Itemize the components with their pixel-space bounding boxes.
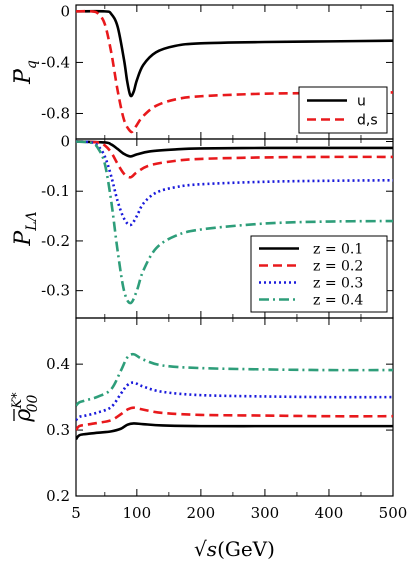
- legend-label: z = 0.1: [313, 242, 363, 258]
- y-tick-label: 0.2: [46, 487, 70, 505]
- x-tick-label: 100: [123, 504, 152, 522]
- series-group: [76, 352, 393, 441]
- y-tick-label: -0.4: [41, 53, 70, 71]
- series-line-z-0-2: [76, 140, 393, 179]
- y-axis-label: PLΛ: [11, 211, 40, 246]
- legend-label: u: [357, 94, 366, 110]
- x-tick-label: 400: [315, 504, 344, 522]
- x-tick-label: 200: [187, 504, 216, 522]
- y-tick-label: -0.2: [41, 232, 70, 250]
- x-tick-label: 5: [71, 504, 81, 522]
- series-line-z-0-1: [76, 140, 393, 158]
- y-axis-label: ρK*00: [10, 392, 41, 423]
- y-tick-label: 0: [60, 132, 70, 150]
- x-tick-label: 300: [251, 504, 280, 522]
- plot-frame: [75, 317, 394, 497]
- y-tick-label: -0.3: [41, 282, 70, 300]
- series-line-z-0-4: [76, 140, 393, 305]
- y-axis-label-text: Pq: [11, 60, 40, 85]
- y-axis-label: Pq: [11, 60, 40, 85]
- series-line-z-0-4: [76, 352, 393, 407]
- legend: z = 0.1z = 0.2z = 0.3z = 0.4: [250, 235, 388, 313]
- series-line-z-0-2: [76, 406, 393, 431]
- legend-label: z = 0.2: [313, 259, 363, 275]
- y-axis-label-text: ρK*00: [10, 392, 41, 423]
- y-tick-label: 0.3: [46, 421, 70, 439]
- panel-3: 0.2 0.3 0.4 ρK*00 5 100 200 300 400 500 √s(GeV): [10, 317, 408, 561]
- series-line-d-s: [76, 9, 393, 134]
- series-group: [76, 9, 393, 134]
- panel-2: 0 -0.1 -0.2 -0.3 PLΛ z = 0.1z = 0.2z = 0.3z =…: [11, 132, 394, 319]
- y-axis-label-text: PLΛ: [11, 211, 40, 246]
- legend-label: d,s: [357, 113, 378, 129]
- panel-1: 0 -0.4 -0.8 Pq u d,s: [11, 2, 394, 140]
- x-tick-label: 500: [379, 504, 408, 522]
- y-tick-label: -0.8: [41, 104, 70, 122]
- series-line-z-0-1: [76, 422, 393, 441]
- series-line-z-0-3: [76, 381, 393, 422]
- y-tick-label: 0: [60, 2, 70, 20]
- y-tick-label: -0.1: [41, 182, 70, 200]
- series-group: [76, 140, 393, 305]
- x-axis-label: √s(GeV): [194, 537, 275, 561]
- series-line-u: [76, 9, 393, 98]
- legend-box: [298, 86, 388, 134]
- legend-label: z = 0.4: [313, 293, 363, 309]
- legend: u d,s: [298, 86, 388, 134]
- legend-label: z = 0.3: [313, 276, 363, 292]
- y-tick-label: 0.4: [46, 355, 70, 373]
